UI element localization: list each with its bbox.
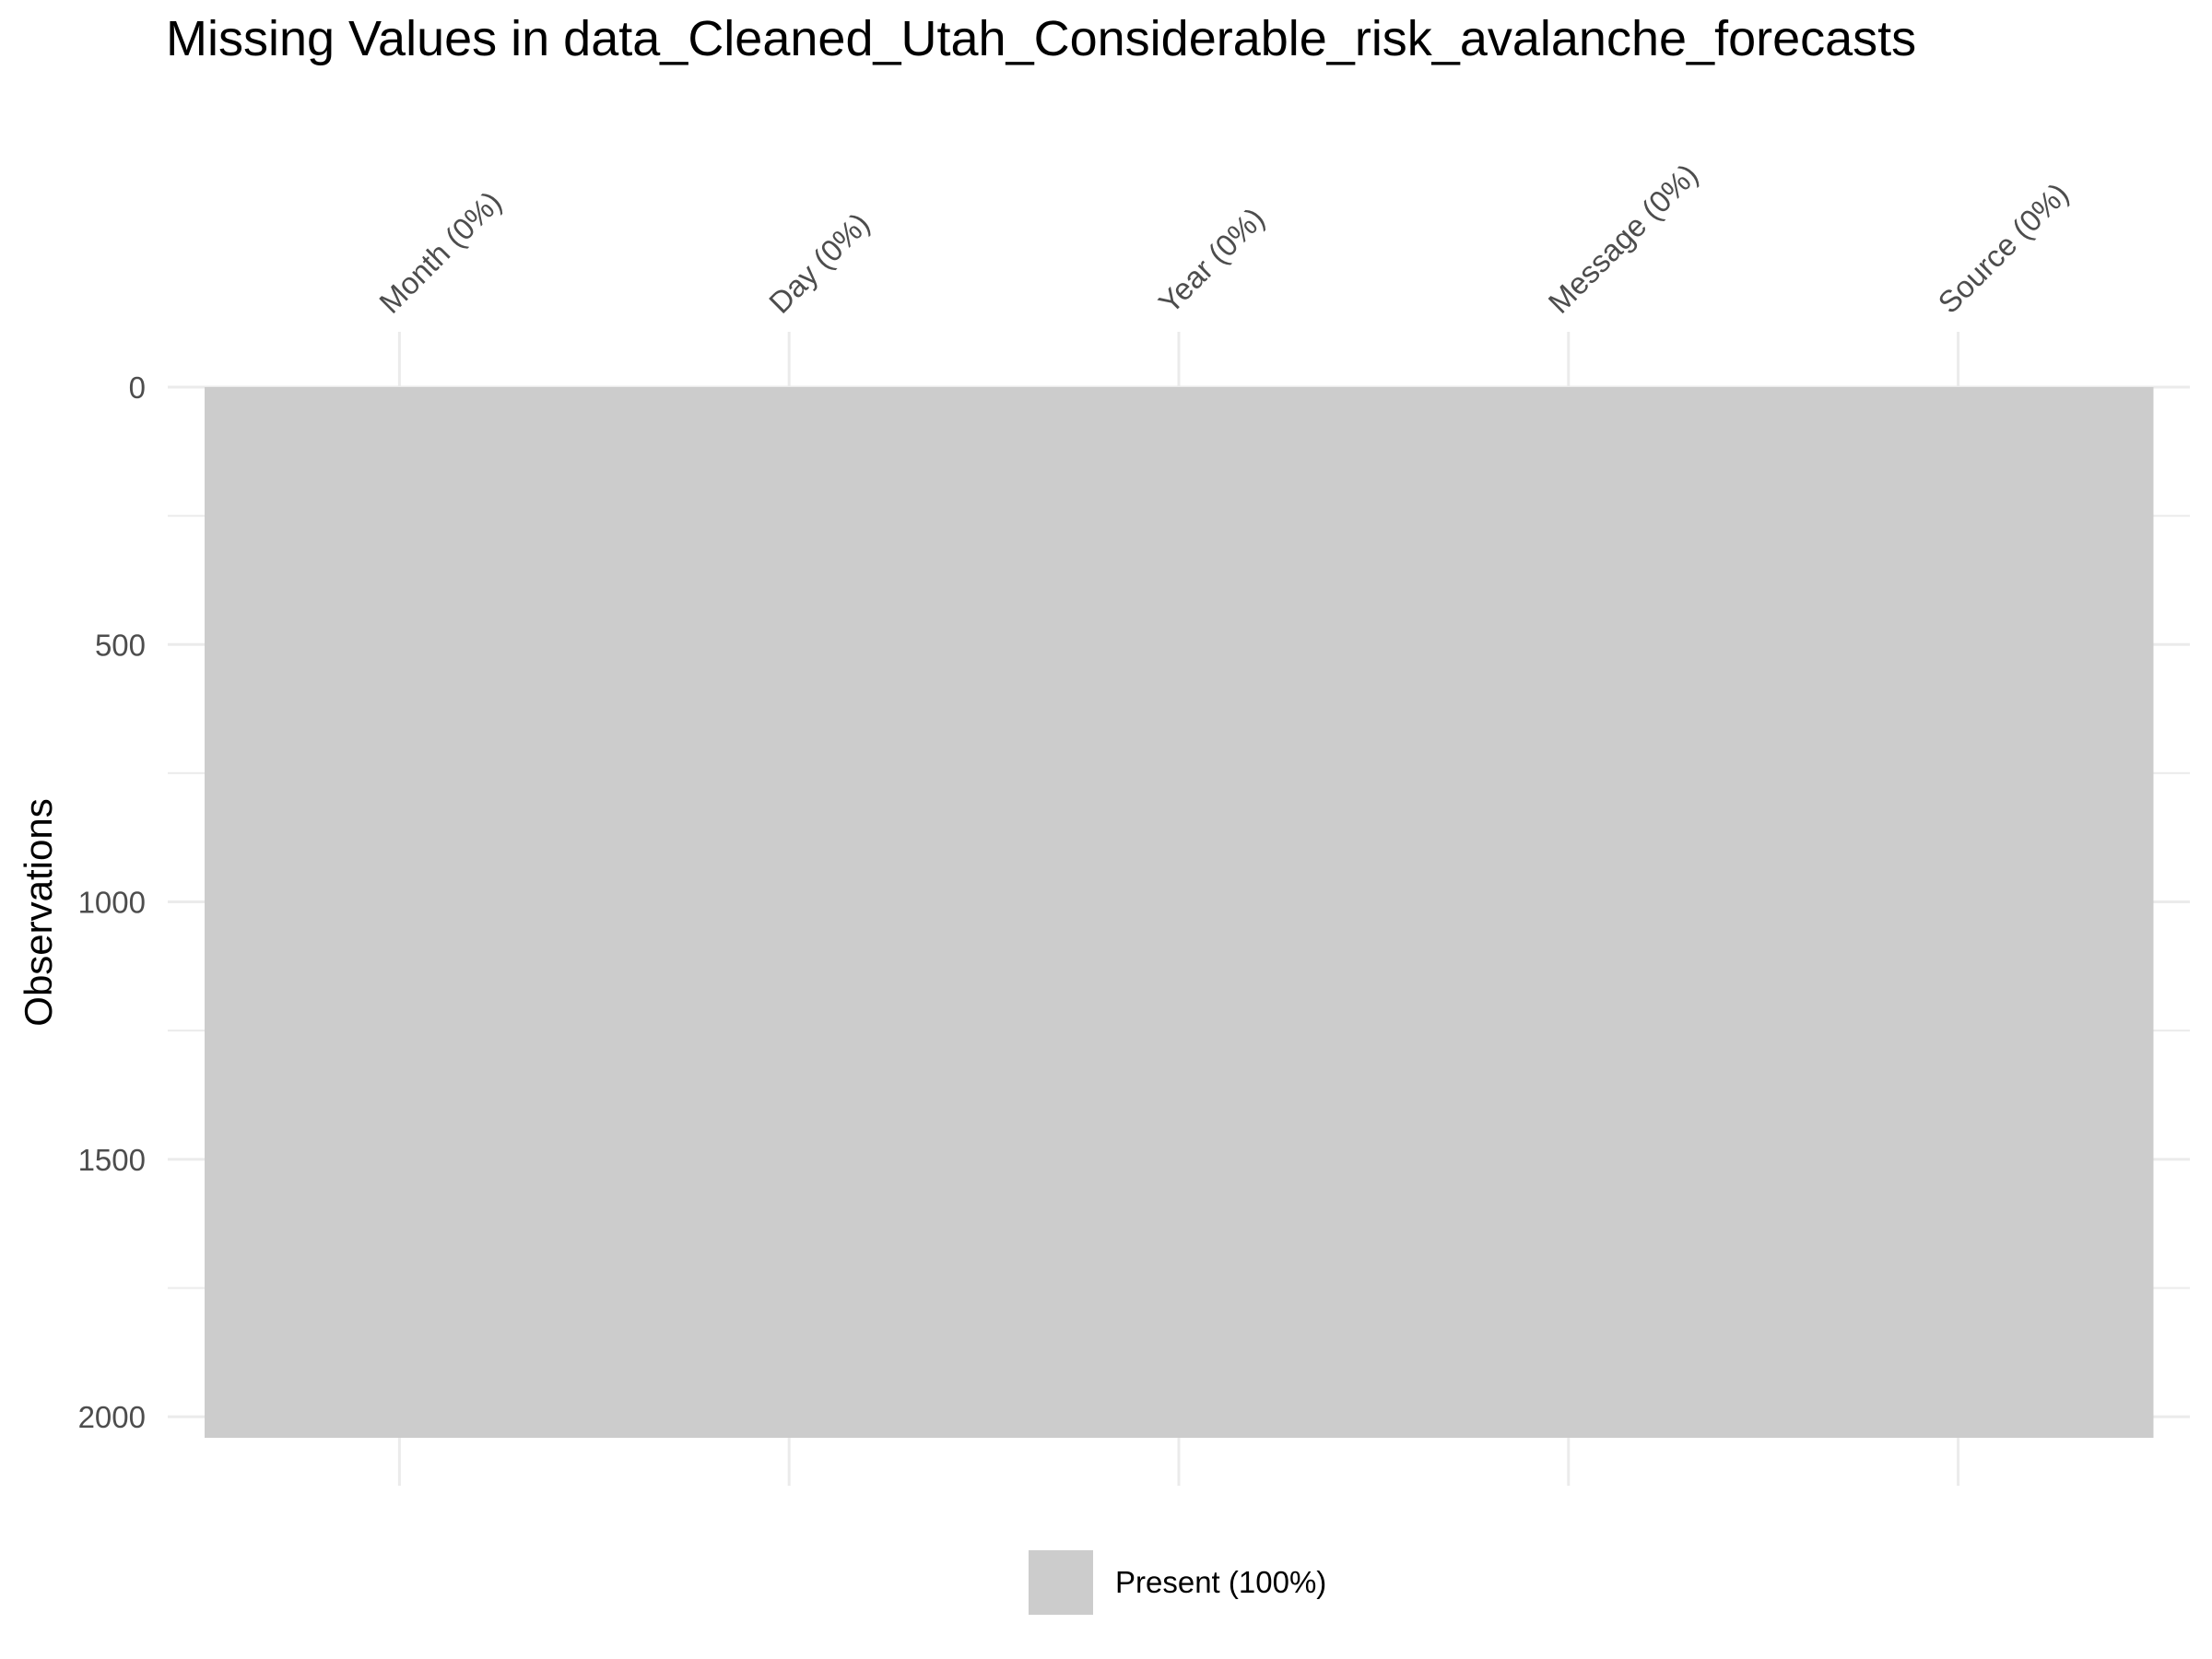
present-cell xyxy=(205,387,595,1438)
y-tick-label: 2000 xyxy=(78,1400,146,1434)
legend: Present (100%) xyxy=(1029,1550,1326,1615)
x-tick-label: Month (0%) xyxy=(372,184,508,320)
x-tick-label: Day (0%) xyxy=(762,206,876,320)
y-axis-title: Observations xyxy=(17,798,60,1026)
y-tick-label: 500 xyxy=(95,628,146,662)
y-tick-label: 1000 xyxy=(78,886,146,920)
x-tick-label: Source (0%) xyxy=(1931,176,2075,320)
x-tick-label: Year (0%) xyxy=(1152,201,1271,320)
present-cell xyxy=(1373,387,1764,1438)
x-axis-tick-labels: Month (0%) Day (0%) Year (0%) Message (0%) S… xyxy=(372,157,2075,320)
y-axis-tick-labels: 0 500 1000 1500 2000 xyxy=(78,371,146,1434)
data-cells xyxy=(205,387,2154,1438)
present-cell xyxy=(594,387,985,1438)
legend-label-present: Present (100%) xyxy=(1115,1565,1326,1599)
legend-key-present xyxy=(1029,1550,1093,1615)
x-tick-label: Message (0%) xyxy=(1542,157,1705,320)
y-tick-label: 1500 xyxy=(78,1143,146,1177)
present-cell xyxy=(1763,387,2154,1438)
chart-title: Missing Values in data_Cleaned_Utah_Cons… xyxy=(166,11,1916,66)
y-tick-label: 0 xyxy=(129,371,146,405)
present-cell xyxy=(983,387,1374,1438)
